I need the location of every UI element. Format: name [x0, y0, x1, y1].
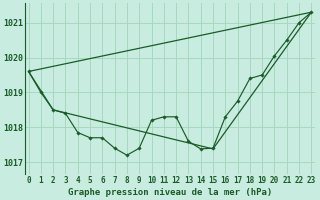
X-axis label: Graphe pression niveau de la mer (hPa): Graphe pression niveau de la mer (hPa): [68, 188, 272, 197]
